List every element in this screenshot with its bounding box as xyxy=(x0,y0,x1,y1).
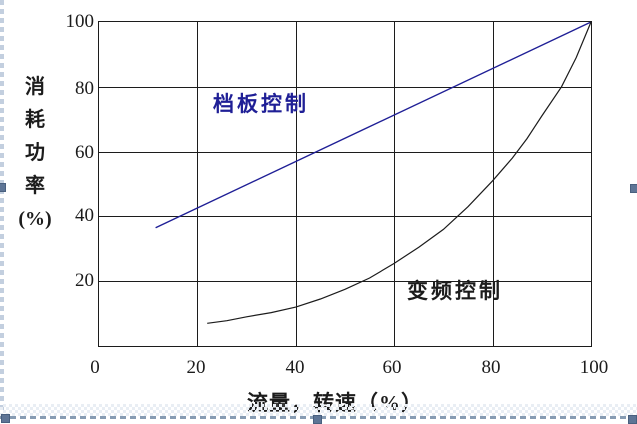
ytick-80: 80 xyxy=(75,78,94,99)
vfd-control-label: 变频控制 xyxy=(407,279,503,303)
selection-handle-bottom-right[interactable] xyxy=(628,415,637,424)
y-axis-title-char: 消 xyxy=(25,76,45,98)
placeholder-border-left xyxy=(0,0,4,418)
ytick-60: 60 xyxy=(75,142,94,163)
xtick-20: 20 xyxy=(186,357,206,378)
selection-handle-bottom-left[interactable] xyxy=(1,414,10,423)
ytick-40: 40 xyxy=(75,205,94,226)
chart-svg xyxy=(99,22,591,346)
y-axis-title-char: 率 xyxy=(25,175,45,197)
xtick-80: 80 xyxy=(481,357,501,378)
selection-handle-mid-right[interactable] xyxy=(630,184,637,193)
selection-handle-bottom-center[interactable] xyxy=(313,415,322,424)
placeholder-border-hatch xyxy=(0,404,637,416)
xtick-60: 60 xyxy=(382,357,402,378)
xtick-100: 100 xyxy=(579,357,609,378)
y-axis-title-char: 功 xyxy=(25,142,45,164)
gridlines xyxy=(99,22,591,346)
y-axis-title: 消 耗 功 率 (%) xyxy=(10,71,60,236)
ytick-20: 20 xyxy=(75,270,94,291)
chart-plot-area[interactable]: 档板控制 变频控制 xyxy=(98,21,592,347)
y-axis-title-char: 耗 xyxy=(25,109,45,131)
damper-control-line xyxy=(155,22,591,229)
y-axis-title-char: (%) xyxy=(18,208,52,230)
vfd-control-line xyxy=(207,22,591,324)
damper-control-label: 档板控制 xyxy=(213,92,309,116)
selection-handle-mid-left[interactable] xyxy=(0,183,6,192)
xtick-40: 40 xyxy=(285,357,305,378)
xtick-0: 0 xyxy=(90,357,100,378)
ytick-100: 100 xyxy=(65,11,95,32)
